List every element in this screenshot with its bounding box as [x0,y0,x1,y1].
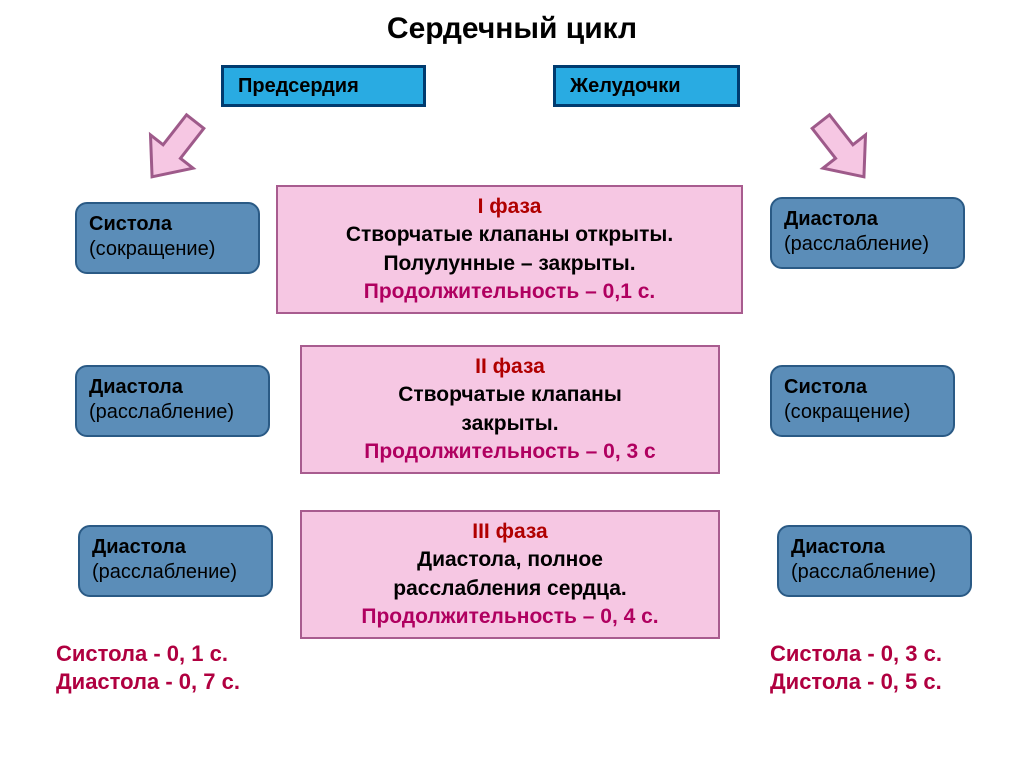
right-box-2-line2: (сокращение) [784,400,941,425]
phase-2-dur: Продолжительность – 0, 3 с [310,438,710,466]
phase-3: III фаза Диастола, полное расслабления с… [300,510,720,639]
page-title: Сердечный цикл [0,12,1024,46]
phase-2: II фаза Створчатые клапаны закрыты. Прод… [300,345,720,474]
left-box-2: Диастола (расслабление) [75,365,270,437]
right-box-2-line1: Систола [784,375,941,400]
right-box-3: Диастола (расслабление) [777,525,972,597]
right-box-2: Систола (сокращение) [770,365,955,437]
phase-2-l2: закрыты. [310,410,710,438]
summary-right: Систола - 0, 3 с. Дистола - 0, 5 с. [770,640,942,695]
right-box-1-line1: Диастола [784,207,951,232]
left-box-3: Диастола (расслабление) [78,525,273,597]
left-box-3-line1: Диастола [92,535,259,560]
phase-1-l2: Полулунные – закрыты. [286,250,733,278]
phase-1: I фаза Створчатые клапаны открыты. Полул… [276,185,743,314]
left-box-2-line1: Диастола [89,375,256,400]
summary-left-l2: Диастола - 0, 7 с. [56,668,240,696]
left-box-3-line2: (расслабление) [92,560,259,585]
right-box-1: Диастола (расслабление) [770,197,965,269]
header-right: Желудочки [553,65,740,107]
right-box-3-line2: (расслабление) [791,560,958,585]
right-box-1-line2: (расслабление) [784,232,951,257]
left-box-1: Систола (сокращение) [75,202,260,274]
summary-left-l1: Систола - 0, 1 с. [56,640,240,668]
arrow-left-icon [130,112,216,188]
left-box-1-line1: Систола [89,212,246,237]
left-box-2-line2: (расслабление) [89,400,256,425]
phase-2-l1: Створчатые клапаны [310,381,710,409]
header-left: Предсердия [221,65,426,107]
summary-right-l2: Дистола - 0, 5 с. [770,668,942,696]
phase-3-l2: расслабления сердца. [310,575,710,603]
phase-3-title: III фаза [310,518,710,546]
summary-right-l1: Систола - 0, 3 с. [770,640,942,668]
phase-1-dur: Продолжительность – 0,1 с. [286,278,733,306]
phase-1-l1: Створчатые клапаны открыты. [286,221,733,249]
phase-2-title: II фаза [310,353,710,381]
left-box-1-line2: (сокращение) [89,237,246,262]
phase-3-dur: Продолжительность – 0, 4 с. [310,603,710,631]
phase-1-title: I фаза [286,193,733,221]
right-box-3-line1: Диастола [791,535,958,560]
arrow-right-icon [800,112,886,188]
summary-left: Систола - 0, 1 с. Диастола - 0, 7 с. [56,640,240,695]
phase-3-l1: Диастола, полное [310,546,710,574]
